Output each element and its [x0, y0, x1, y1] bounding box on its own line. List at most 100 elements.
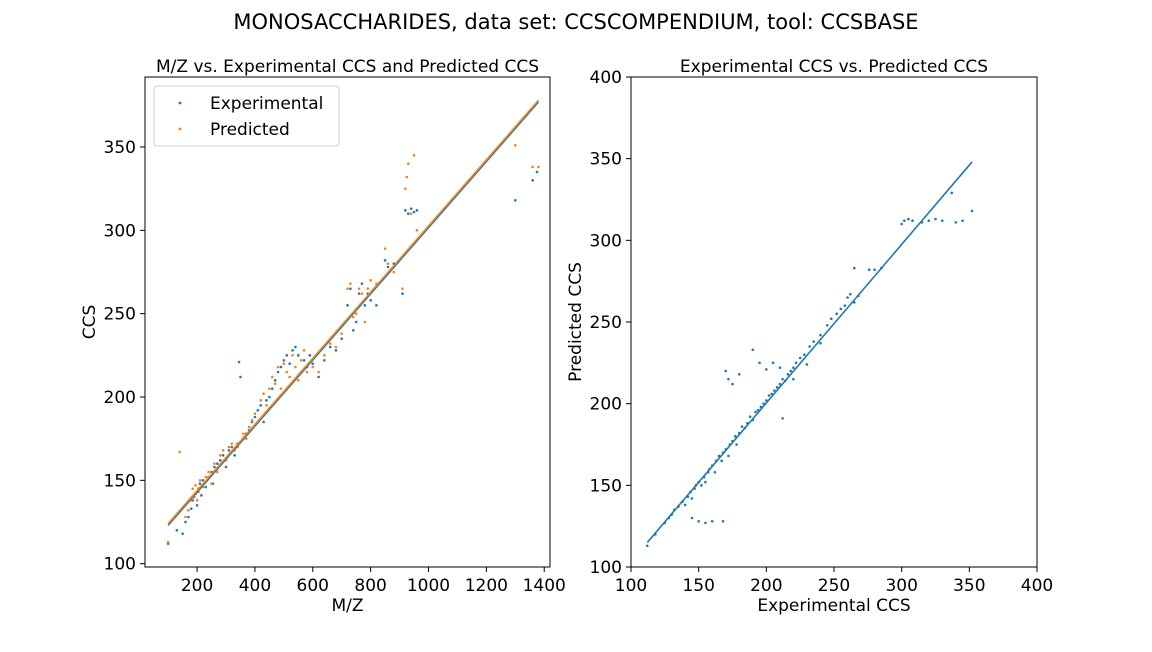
data-point: [360, 292, 364, 295]
data-point: [819, 341, 822, 345]
data-point: [369, 299, 372, 302]
data-point: [216, 470, 219, 474]
data-point: [690, 516, 694, 520]
data-point: [704, 480, 707, 484]
data-point: [273, 382, 277, 385]
data-point: [727, 377, 730, 381]
legend-label: Predicted: [210, 120, 290, 140]
data-point: [191, 487, 195, 490]
data-point: [535, 170, 539, 174]
data-point: [727, 454, 730, 458]
data-point: [683, 503, 687, 507]
data-point: [401, 287, 404, 290]
data-point: [873, 268, 876, 272]
data-point: [224, 465, 228, 469]
x-tick-label: 350: [953, 576, 985, 596]
legend-marker: [178, 127, 182, 131]
data-point: [282, 362, 286, 365]
fit-line: [167, 99, 540, 525]
x-tick-label: 200: [750, 576, 782, 596]
data-point: [775, 386, 779, 389]
data-point: [934, 217, 937, 221]
data-point: [291, 354, 294, 357]
data-point: [357, 287, 361, 290]
y-tick-label: 150: [104, 471, 136, 491]
data-point: [346, 304, 349, 307]
data-point: [285, 370, 289, 374]
data-point: [195, 504, 199, 507]
data-point: [291, 349, 294, 352]
data-point: [802, 353, 806, 356]
data-point: [903, 219, 906, 223]
data-point: [781, 417, 784, 420]
data-point: [294, 365, 297, 369]
y-axis-label: CCS: [80, 305, 100, 340]
data-point: [778, 382, 782, 386]
data-point: [724, 369, 728, 373]
data-point: [213, 465, 216, 469]
data-point: [227, 445, 231, 449]
data-point: [265, 404, 268, 407]
x-tick-label: 1400: [523, 576, 566, 596]
data-point: [273, 379, 277, 382]
data-point: [721, 519, 725, 523]
data-point: [911, 219, 914, 223]
data-point: [346, 287, 349, 290]
data-point: [175, 529, 179, 532]
data-point: [308, 354, 312, 357]
data-point: [835, 312, 839, 316]
data-point: [537, 165, 540, 169]
data-point: [794, 361, 798, 365]
data-point: [386, 265, 390, 269]
y-tick-label: 150: [590, 476, 622, 496]
data-point: [323, 359, 326, 362]
data-point: [829, 317, 833, 321]
data-point: [233, 454, 236, 457]
data-point: [349, 282, 352, 285]
data-point: [323, 354, 326, 357]
data-point: [954, 221, 958, 224]
data-point: [198, 479, 202, 482]
y-tick-label: 400: [590, 68, 622, 88]
data-point: [843, 304, 847, 307]
legend-marker: [178, 101, 182, 105]
x-tick-label: 250: [818, 576, 850, 596]
data-point: [778, 366, 782, 370]
fit-line: [646, 161, 973, 544]
data-point: [406, 162, 410, 165]
x-tick-label: 400: [1021, 576, 1053, 596]
data-point: [279, 387, 283, 390]
y-tick-label: 250: [590, 313, 622, 333]
data-point: [268, 395, 271, 399]
data-point: [805, 363, 809, 366]
legend-label: Experimental: [210, 94, 323, 114]
x-tick-label: 800: [354, 576, 386, 596]
data-point: [789, 369, 792, 373]
data-point: [351, 329, 355, 332]
plot-frame: [144, 76, 551, 568]
data-point: [846, 296, 849, 299]
data-point: [645, 544, 649, 548]
data-point: [334, 345, 338, 349]
data-point: [340, 332, 344, 335]
data-point: [357, 292, 361, 295]
data-point: [262, 392, 265, 395]
data-point: [221, 454, 225, 457]
data-point: [383, 247, 387, 250]
data-point: [285, 354, 289, 357]
x-axis-label: M/Z: [331, 596, 363, 616]
data-point: [848, 292, 852, 296]
data-point: [412, 154, 416, 157]
data-point: [184, 520, 187, 524]
data-point: [812, 340, 815, 343]
y-tick-label: 250: [104, 305, 136, 325]
data-point: [383, 259, 387, 262]
data-point: [970, 209, 974, 213]
data-point: [404, 209, 407, 212]
data-point: [294, 345, 297, 349]
data-point: [302, 349, 306, 352]
data-point: [216, 462, 219, 465]
y-tick-label: 200: [590, 395, 622, 415]
